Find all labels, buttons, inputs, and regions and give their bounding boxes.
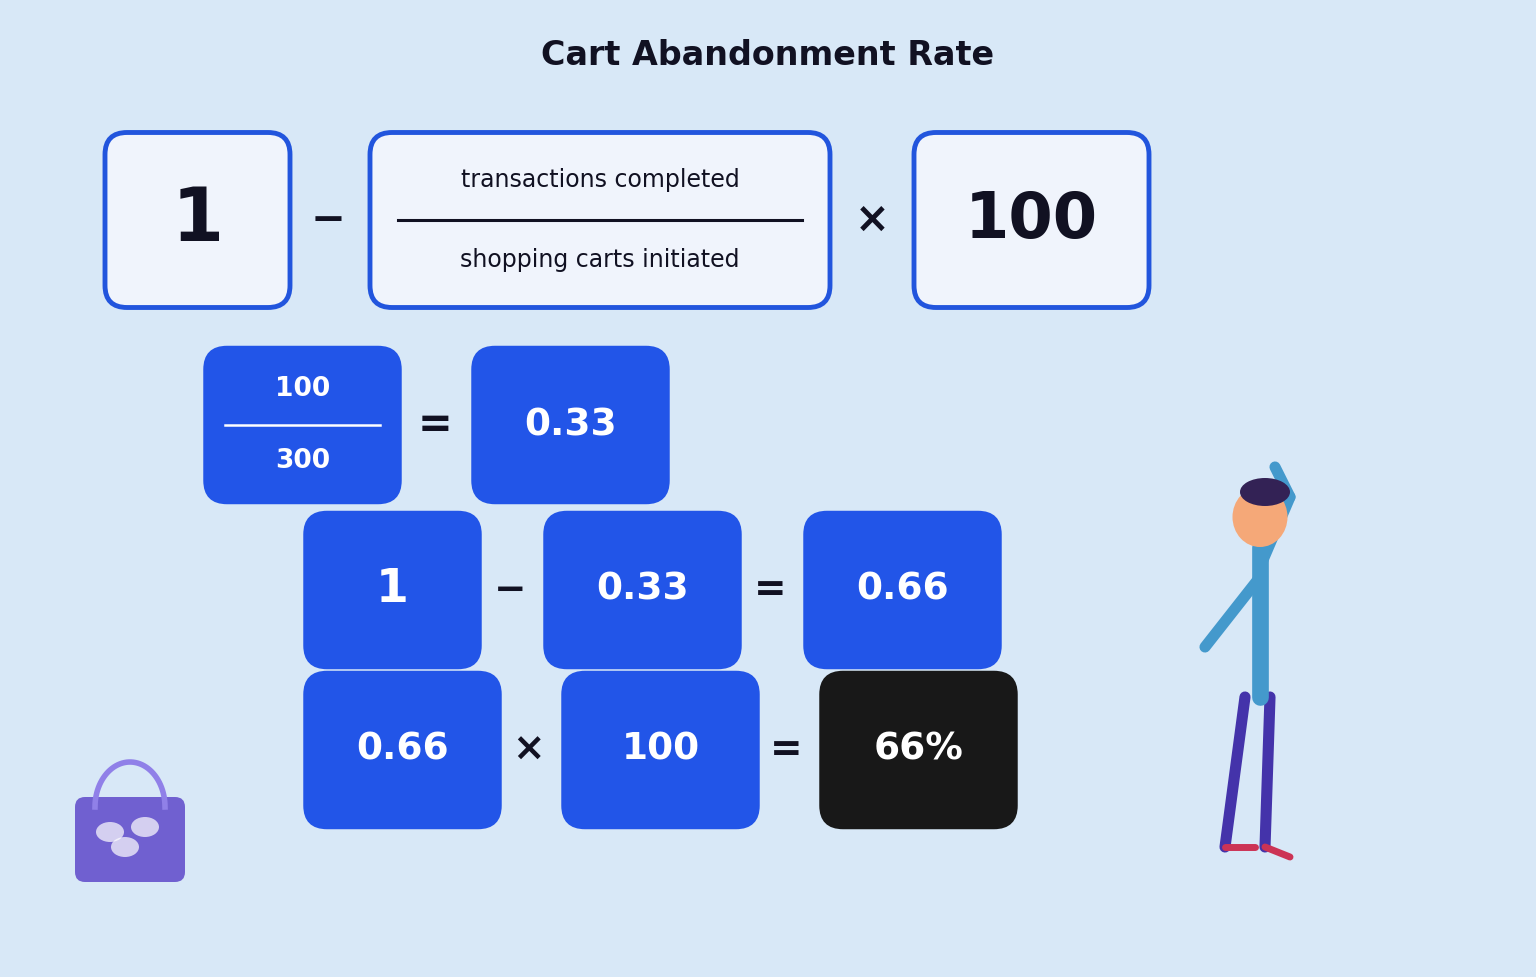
Text: 0.66: 0.66 [856,572,949,608]
Text: transactions completed: transactions completed [461,168,739,191]
FancyBboxPatch shape [545,513,740,667]
FancyBboxPatch shape [104,133,290,308]
Text: 100: 100 [965,189,1098,251]
Text: 300: 300 [275,447,330,474]
FancyBboxPatch shape [75,797,184,882]
Ellipse shape [131,817,160,837]
FancyBboxPatch shape [805,513,1000,667]
Ellipse shape [95,822,124,842]
Text: =: = [754,571,786,609]
Text: shopping carts initiated: shopping carts initiated [461,248,740,273]
FancyBboxPatch shape [564,672,757,828]
FancyBboxPatch shape [473,348,668,502]
Text: 0.33: 0.33 [596,572,688,608]
Text: ×: × [511,731,544,769]
Text: ×: × [854,199,889,241]
Text: 100: 100 [622,732,699,768]
FancyBboxPatch shape [914,133,1149,308]
Text: 0.33: 0.33 [524,407,617,443]
Text: =: = [418,404,453,446]
FancyBboxPatch shape [822,672,1015,828]
Ellipse shape [1232,487,1287,547]
Ellipse shape [111,837,138,857]
Text: 0.66: 0.66 [356,732,449,768]
Text: Cart Abandonment Rate: Cart Abandonment Rate [541,38,995,71]
Text: 1: 1 [172,184,224,257]
Text: 66%: 66% [874,732,963,768]
FancyBboxPatch shape [204,348,399,502]
FancyBboxPatch shape [306,672,501,828]
Text: =: = [770,731,802,769]
Text: 100: 100 [275,376,330,403]
Ellipse shape [1240,478,1290,506]
FancyBboxPatch shape [306,513,479,667]
FancyBboxPatch shape [370,133,829,308]
Text: −: − [310,199,346,241]
Text: 1: 1 [376,568,409,613]
Text: −: − [493,571,527,609]
